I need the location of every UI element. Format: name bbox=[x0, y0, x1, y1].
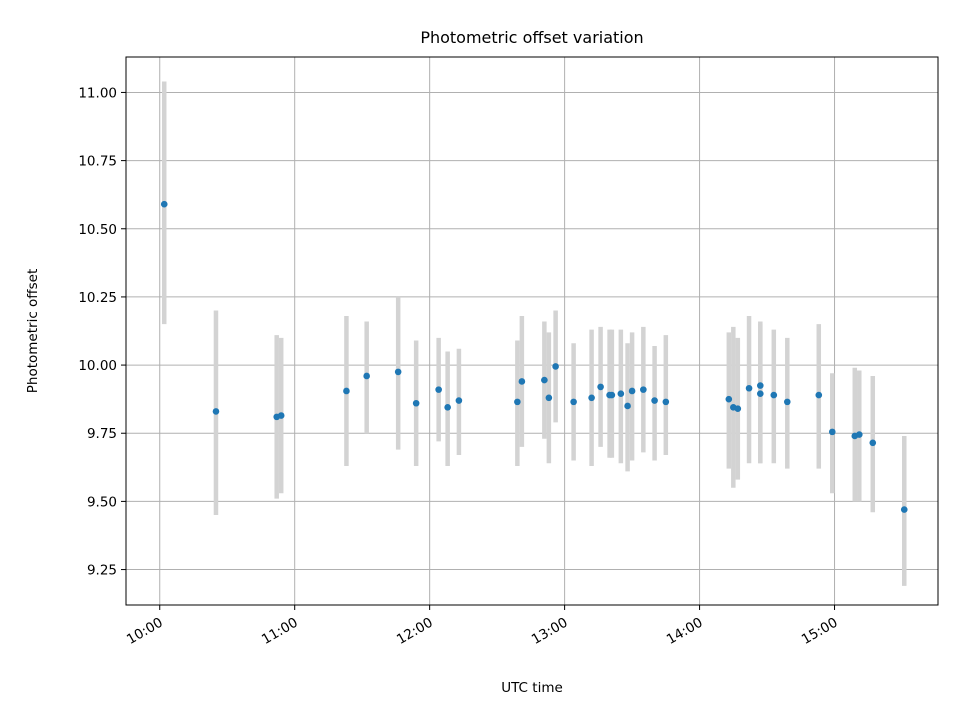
data-point bbox=[435, 386, 442, 393]
data-point bbox=[541, 376, 548, 384]
data-point bbox=[651, 397, 658, 404]
y-tick-label: 10.00 bbox=[78, 358, 117, 374]
y-tick-label: 10.25 bbox=[78, 290, 117, 306]
y-tick-label: 9.25 bbox=[87, 563, 117, 579]
data-point bbox=[455, 397, 463, 404]
y-tick-label: 10.50 bbox=[78, 222, 117, 238]
y-axis-ticks: 9.25 9.50 9.75 10.00 10.25 10.50 10.75 11.00 bbox=[78, 85, 126, 579]
data-point bbox=[597, 383, 604, 391]
data-point bbox=[725, 395, 733, 403]
data-point bbox=[412, 399, 420, 407]
data-point bbox=[518, 378, 526, 385]
data-point bbox=[815, 391, 823, 399]
data-point bbox=[734, 405, 742, 413]
data-point bbox=[770, 391, 778, 399]
y-tick-label: 10.75 bbox=[78, 154, 117, 170]
data-point bbox=[545, 394, 553, 402]
data-point bbox=[828, 428, 836, 436]
data-point bbox=[617, 390, 625, 398]
data-point bbox=[628, 387, 636, 395]
data-point bbox=[900, 506, 908, 513]
data-point bbox=[608, 391, 616, 399]
data-point bbox=[552, 363, 559, 370]
data-point bbox=[757, 390, 764, 398]
data-point bbox=[588, 394, 595, 402]
data-point bbox=[662, 398, 670, 406]
data-point bbox=[444, 404, 451, 411]
x-axis-label: UTC time bbox=[501, 680, 563, 696]
data-point bbox=[757, 382, 764, 389]
data-point bbox=[570, 398, 577, 406]
data-point bbox=[624, 402, 631, 410]
y-tick-label: 11.00 bbox=[78, 85, 117, 101]
data-point bbox=[640, 386, 647, 393]
data-point bbox=[514, 398, 521, 406]
grid-lines bbox=[126, 57, 938, 605]
data-point bbox=[160, 200, 168, 208]
y-axis-label: Photometric offset bbox=[25, 269, 41, 393]
plot-area-frame bbox=[125, 56, 939, 606]
y-tick-label: 9.50 bbox=[87, 494, 117, 510]
data-point bbox=[783, 398, 791, 406]
data-point bbox=[855, 431, 863, 438]
data-point bbox=[869, 439, 877, 447]
data-point bbox=[277, 412, 285, 419]
data-point bbox=[745, 384, 753, 392]
data-point bbox=[343, 387, 350, 395]
chart-title: Photometric offset variation bbox=[420, 28, 643, 47]
data-point bbox=[363, 372, 370, 380]
data-point bbox=[394, 368, 402, 376]
data-points bbox=[160, 200, 908, 513]
y-tick-label: 9.75 bbox=[87, 426, 117, 442]
data-point bbox=[212, 408, 220, 415]
